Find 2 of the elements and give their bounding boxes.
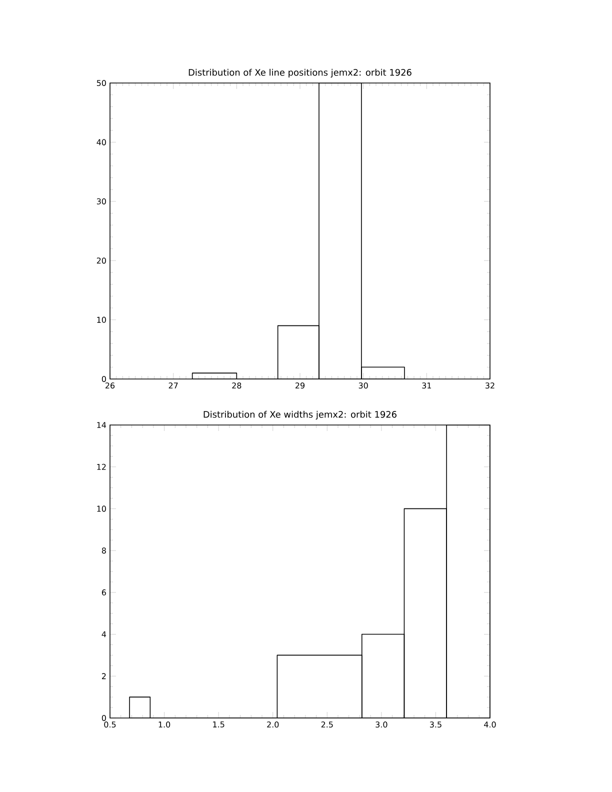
chart-title: Distribution of Xe widths jemx2: orbit 1926 bbox=[204, 410, 396, 420]
chart-title: Distribution of Xe line positions jemx2: orbit 1926 bbox=[188, 68, 412, 78]
